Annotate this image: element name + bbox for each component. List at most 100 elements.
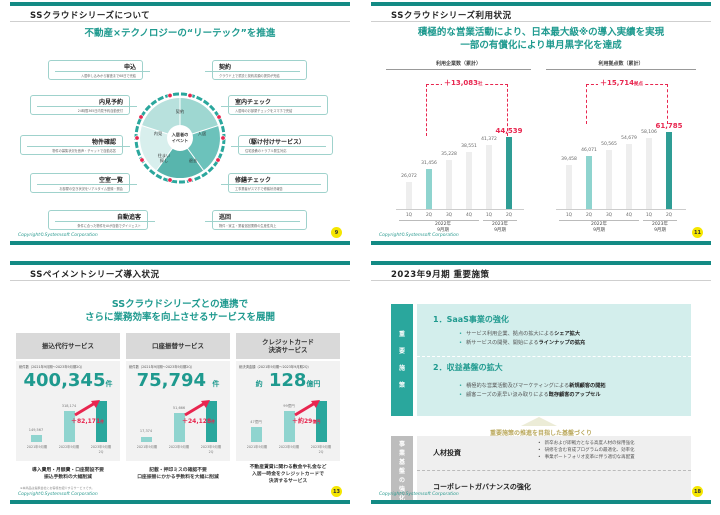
bar-2023-2q (96, 401, 107, 442)
tick-label: 1Q (405, 213, 413, 218)
group-label: 2022年 9月期 (591, 222, 607, 233)
underline (205, 221, 300, 222)
x-label: 2022年9月期 (58, 445, 80, 449)
tick-label: 1Q (565, 213, 573, 218)
event-desc: 入居時のお部屋チェックをスマホで完結 (235, 109, 293, 113)
bar-1q-2023 (486, 145, 492, 209)
x-axis (396, 209, 524, 210)
service-description: 導入費用・月額費・口座開設不要 振込手数料の大幅削減 (32, 468, 104, 480)
bottom-bar (371, 500, 711, 504)
top-bar (371, 2, 711, 6)
copyright: Copyright©Systemsoft Corporation (379, 233, 459, 238)
segment-contract: 契約 (176, 108, 184, 115)
bar-2023-2q (206, 401, 217, 442)
bar-2021 (251, 427, 262, 442)
bar-2q-2023 (666, 132, 672, 209)
event-box-rush-service: （駆け付けサービス） 住宅設備のトラブル発生対応 (231, 135, 333, 155)
bottom-bar (371, 241, 711, 245)
bullet: 事業ポートフォリオ変革に伴う適切な再配置 (545, 454, 635, 460)
value-label: 318,174 (61, 404, 77, 408)
service-period: 総件数（2021年9月期～2023年9月期2Q） (19, 365, 85, 369)
bar-2023-2q (316, 401, 327, 442)
underline (55, 221, 155, 222)
chart-title-rule (386, 69, 531, 70)
chart-companies: ＋13,083社 26,072 31,456 35,228 38,551 41,… (386, 70, 536, 210)
event-desc: 条件に合った物件をAIが自動でダイジェスト (77, 224, 141, 228)
x-label: 2023年9月期 2Q (310, 445, 332, 454)
slide-ss-cloud-usage: SSクラウドシリーズ利用状況 積極的な営業活動により、日本最大級※の導入実績を実… (371, 0, 711, 245)
svg-text:イベント: イベント (172, 138, 189, 143)
service-description: 不動産賃貸に関わる敷金や礼金など 入居一時金をクレジットカードで 決済するサービス (249, 465, 327, 484)
title-divider (10, 21, 350, 22)
underline (221, 184, 321, 185)
value-label: 54,679 (621, 136, 637, 141)
event-desc: クラウド上で重説と契約書類の提供が完結 (219, 74, 280, 78)
tick-label: 2Q (585, 213, 593, 218)
business-foundation-panel: 人材投資 新卒および即戦力となる高度人材の採用強化 研修を含む育成プログラムの最… (417, 436, 691, 504)
event-title: 空室一覧 (98, 177, 123, 184)
chart-title-companies: 利用企業数（累計） (435, 61, 481, 67)
event-title: 自動追客 (116, 214, 141, 221)
event-desc: 住宅設備のトラブル発生対応 (245, 149, 287, 153)
bar-2q-2022 (586, 156, 592, 209)
bar-2021 (141, 437, 152, 442)
section-divider (417, 356, 691, 357)
x-label: 2022年9月期 (168, 445, 190, 449)
segment-move-out: 退去 (189, 157, 197, 164)
copyright: Copyright©Systemsoft Corporation (18, 492, 98, 497)
value-label-highlight: 44,539 (495, 127, 523, 135)
bars (386, 70, 536, 209)
underline (221, 106, 321, 107)
tick-label: 1Q (645, 213, 653, 218)
bar-1q-2022 (406, 182, 412, 209)
headline-line-2: さらに業務効率を向上させるサービスを展開 (84, 312, 275, 323)
event-title: 巡回 (219, 214, 232, 221)
bottom-bar (10, 500, 350, 504)
copyright: Copyright©Systemsoft Corporation (18, 233, 98, 238)
service-name: 口座振替サービス (126, 333, 230, 359)
underline (27, 146, 130, 147)
tick-label: 3Q (445, 213, 453, 218)
title-divider (371, 280, 711, 281)
bar-3q-2022 (446, 160, 452, 209)
event-box-viewing-reservation: 内見予約 24時間365日内見予約自動受付 (30, 95, 137, 115)
bar-2022 (64, 411, 75, 442)
section-title: 1．SaaS事業の強化 (433, 315, 509, 324)
wheel-center: 入居者の (171, 131, 189, 138)
section-divider (417, 470, 691, 471)
segment-house-hunting: 住まい (158, 152, 171, 158)
slide-ss-payment-status: SSペイメントシリーズ導入状況 SSクラウドシリーズとの連携で さらに業務効率を… (10, 259, 350, 504)
tick-label: 4Q (625, 213, 633, 218)
section-title: 2．収益基盤の拡大 (433, 363, 503, 372)
underline (37, 106, 137, 107)
basis-title: コーポレートガバナンスの強化 (433, 483, 531, 491)
x-label: 2021年9月期 (136, 445, 158, 449)
tick-label: 2Q (505, 213, 513, 218)
title-divider (10, 280, 350, 281)
copyright: Copyright©Systemsoft Corporation (379, 492, 459, 497)
x-label: 2023年9月期 2Q (200, 445, 222, 454)
bar-2q-2023 (506, 137, 512, 209)
growth-arrow-icon (294, 400, 320, 417)
diff-annotation: ＋約29億円 (292, 418, 321, 425)
tick-label: 2Q (425, 213, 433, 218)
service-card-credit-card: クレジットカード 決済サービス 総決済金額（2021年9月期～2023年9月期2… (236, 333, 340, 461)
service-note: ※本商品は提携会社にお客様を紹介するサービスです。 (20, 486, 95, 490)
slide-key-measures: 2023年9月期 重要施策 重 要 施 策 1．SaaS事業の強化 サービス利用… (371, 259, 711, 504)
key-measures-panel: 1．SaaS事業の強化 サービス利用企業、拠点の拡大によるシェア拡大 新サービス… (417, 304, 691, 416)
slide-title: SSペイメントシリーズ導入状況 (30, 270, 160, 280)
bottom-bar (10, 241, 350, 245)
year-rule (559, 220, 639, 221)
growth-arrow-icon (74, 400, 100, 417)
event-title: 内見予約 (98, 99, 123, 106)
headline-line-2: 一部の有償化により単月黒字化を達成 (460, 40, 622, 51)
underline (205, 71, 300, 72)
value-label: 39,458 (561, 157, 577, 162)
service-total: 約 128億円 (255, 370, 321, 391)
event-title: 契約 (219, 64, 232, 71)
svg-text:探し: 探し (160, 157, 168, 163)
event-desc: 入居申し込みから審査まで68日で完結 (80, 74, 136, 78)
year-rule (399, 220, 479, 221)
diff-annotation: ＋13,083社 (442, 78, 485, 88)
segment-move-in: 入居 (198, 131, 206, 137)
